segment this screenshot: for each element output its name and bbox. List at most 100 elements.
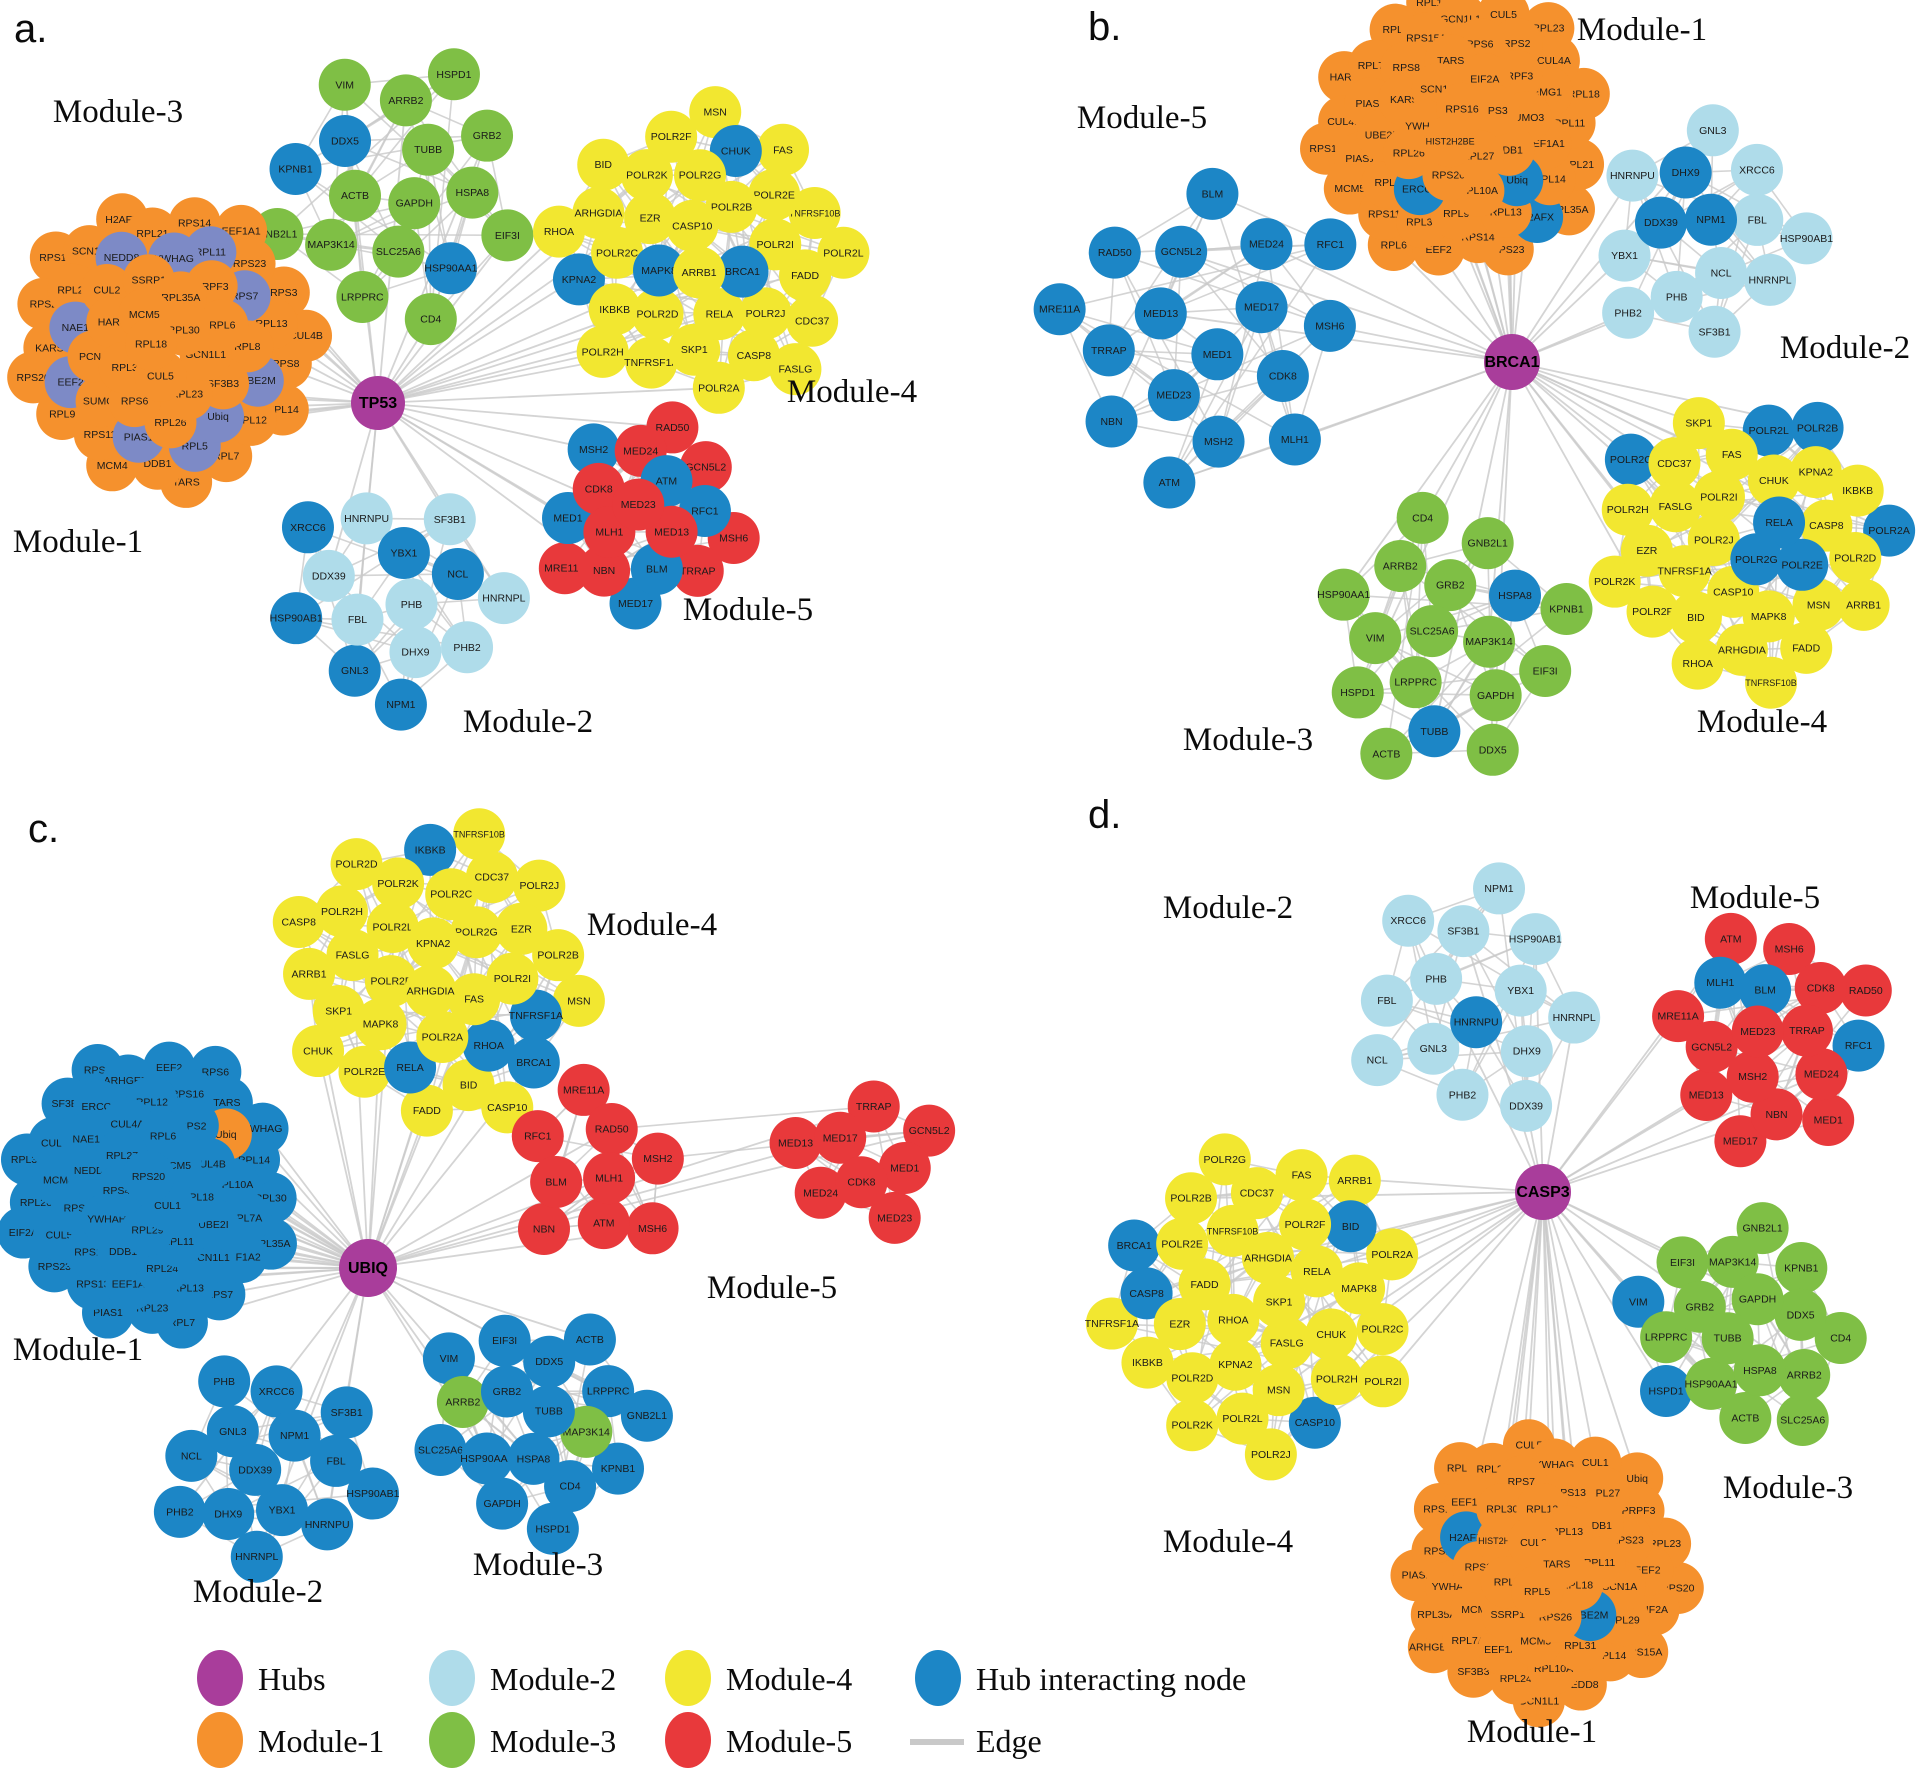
node-RPS20: RPS20 (122, 1150, 175, 1203)
node-SF3B1: SF3B1 (1437, 905, 1490, 958)
legend-item-module-3: Module-3 (429, 1712, 616, 1768)
node-BID: BID (577, 138, 630, 191)
node-NPM1: NPM1 (1473, 862, 1526, 915)
node-CASP10: CASP10 (666, 199, 719, 252)
cluster-module-2: HNRNPLXRCC6NPM1SF3B1HSP90AB1PHB2HNRNPUGN… (270, 492, 530, 731)
node-EIF3I: EIF3I (1656, 1236, 1709, 1289)
node-YBX1: YBX1 (377, 526, 430, 579)
node-ATM: ATM (1704, 912, 1757, 965)
module-label: Module-4 (1697, 704, 1827, 740)
node-MSH6: MSH6 (626, 1202, 679, 1255)
node-MED24: MED24 (1240, 218, 1293, 271)
legend-label: Hubs (258, 1661, 326, 1697)
node-DDX39: DDX39 (1500, 1079, 1553, 1132)
legend-item-module-1: Module-1 (197, 1712, 384, 1768)
hub-label: TP53 (359, 395, 397, 412)
module-label: Module-3 (1183, 722, 1313, 758)
cluster-module-2: DDX39 NPM1 NCL HNRNPL XRCC6 PHB2 HSP90AB1 FBL DH… (1351, 862, 1601, 1132)
legend: Hubs Module-1 Module-2 Module-3 Module-4 Modu… (197, 1650, 1246, 1768)
node-MSH2: MSH2 (631, 1132, 684, 1185)
node-EIF3I: EIF3I (478, 1314, 531, 1367)
panel-letter: b. (1088, 5, 1121, 49)
node-MRE11A: MRE11A (1033, 283, 1086, 336)
legend-swatch (429, 1650, 475, 1706)
legend-item-module-5: Module-5 (665, 1712, 852, 1768)
node-EIF3I: EIF3I (1519, 645, 1572, 698)
node-RHOA: RHOA (462, 1019, 515, 1072)
node-HSPD1: HSPD1 (1331, 666, 1384, 719)
node-ARHGDIA: ARHGDIA (404, 965, 457, 1018)
module-label: Module-1 (1577, 12, 1707, 48)
node-TUBB: TUBB (402, 123, 455, 176)
node-SLC25A6: SLC25A6 (414, 1423, 467, 1476)
node-MSH2: MSH2 (1192, 415, 1245, 468)
node-HNRNPU: HNRNPU (1606, 149, 1659, 202)
module-label: Module-3 (473, 1547, 603, 1583)
node-VIM: VIM (318, 58, 371, 111)
node-PHB: PHB (198, 1355, 251, 1408)
legend-item-module-2: Module-2 (429, 1650, 616, 1706)
node-HSPA8: HSPA8 (1488, 569, 1541, 622)
node-MSN: MSN (1252, 1364, 1305, 1417)
node-MED13: MED13 (769, 1117, 822, 1170)
node-CD4: CD4 (1396, 491, 1449, 544)
node-TUBB: TUBB (1701, 1312, 1754, 1365)
node-BRCA1: BRCA1 (507, 1036, 560, 1089)
hub-label: BRCA1 (1484, 354, 1539, 371)
node-PHB2: PHB2 (1602, 286, 1655, 339)
node-TRRAP: TRRAP (1780, 1004, 1833, 1057)
node-FAS: FAS (1275, 1149, 1328, 1202)
node-NBN: NBN (1085, 395, 1138, 448)
cluster-module-1: RPL7RPS6EIF2ARPL35ARPS8PIAS1YWHAGRPL31RP… (0, 1041, 297, 1349)
cluster-module-4: POLR2APOLR2CTNFRSF10BPOLR2BPOLR2KARRB1SK… (1588, 397, 1916, 709)
node-TUBB: TUBB (1408, 705, 1461, 758)
node-ATM: ATM (1143, 456, 1196, 509)
node-DDX5: DDX5 (523, 1335, 576, 1388)
legend-swatch (197, 1650, 243, 1706)
node-EZR: EZR (495, 902, 548, 955)
legend-swatch (665, 1712, 711, 1768)
module-label: Module-3 (1723, 1470, 1853, 1506)
node-BLM: BLM (530, 1156, 583, 1209)
node-DDX39: DDX39 (302, 549, 355, 602)
node-BLM: BLM (1186, 167, 1239, 220)
module-label: Module-4 (787, 374, 917, 410)
node-HNRNPU: HNRNPU (1450, 996, 1503, 1049)
node-PHB2: PHB2 (441, 621, 494, 674)
node-HNRNPL: HNRNPL (1744, 253, 1797, 306)
node-KPNB1: KPNB1 (1540, 583, 1593, 636)
node-ARRB1: ARRB1 (673, 246, 726, 299)
node-ARRB1: ARRB1 (1837, 578, 1890, 631)
node-HNRNPU: HNRNPU (301, 1498, 354, 1551)
node-MSH2: MSH2 (1726, 1050, 1779, 1103)
legend-label: Module-4 (726, 1661, 852, 1697)
node-GCN5L2: GCN5L2 (1155, 225, 1208, 278)
legend-item-hubs: Hubs (197, 1650, 326, 1706)
node-POLR2B: POLR2B (1791, 401, 1844, 454)
node-GRB2: GRB2 (1424, 559, 1477, 612)
module-label: Module-2 (1780, 330, 1910, 366)
module-label: Module-5 (707, 1270, 837, 1306)
cluster-module-5: ATMRFC1MRE11AMLH1BLMNBNMSH6RAD50MSH2MED2… (1033, 167, 1357, 509)
node-HNRNPL: HNRNPL (1548, 991, 1601, 1044)
node-LRPPRC: LRPPRC (1389, 656, 1442, 709)
node-ARRB1: ARRB1 (1328, 1154, 1381, 1207)
node-MED17: MED17 (814, 1111, 867, 1164)
hub-TP53: TP53 (351, 376, 405, 430)
hub-CASP3: CASP3 (1515, 1164, 1571, 1220)
node-SF3B1: SF3B1 (423, 493, 476, 546)
node-NCL: NCL (1695, 246, 1748, 299)
legend-label: Module-1 (258, 1723, 384, 1759)
node-VIM: VIM (1349, 612, 1402, 665)
node-POLR2I: POLR2I (1357, 1355, 1410, 1408)
node-MLH1: MLH1 (583, 1152, 636, 1205)
node-FAS: FAS (448, 973, 501, 1026)
cluster-module-3: VIMSLC25A6GNB2L1HSPD1CD4EIF3IACTBKPNB1LR… (1612, 1202, 1867, 1447)
node-RHOA: RHOA (1207, 1293, 1260, 1346)
panel-letter: d. (1088, 793, 1121, 837)
node-MSH6: MSH6 (1303, 299, 1356, 352)
cluster-module-4: RHOAFASLGMSNPOLR2HPOLR2LBIDPOLR2AFASKPNA… (532, 86, 870, 414)
node-RAD50: RAD50 (585, 1103, 638, 1156)
